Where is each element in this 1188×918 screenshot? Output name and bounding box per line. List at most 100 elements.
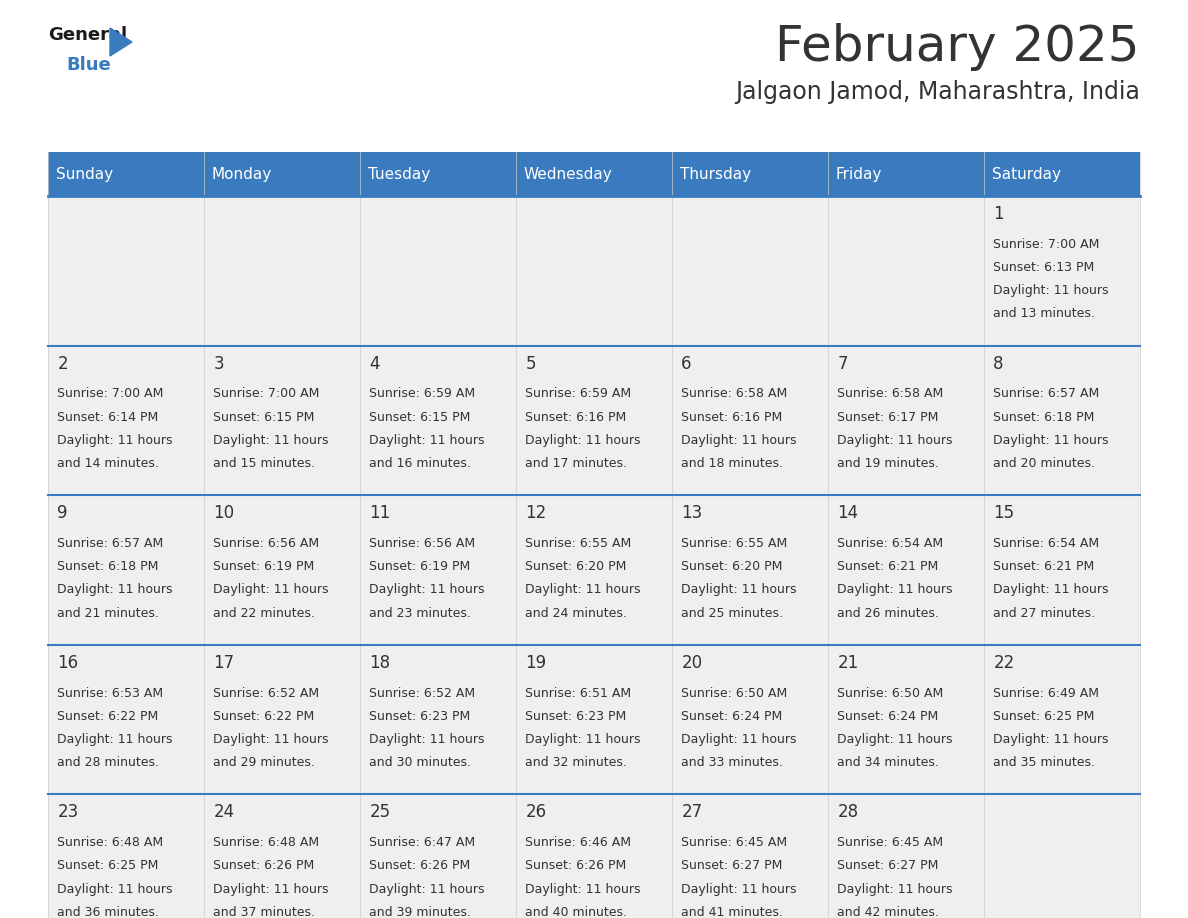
Text: Daylight: 11 hours: Daylight: 11 hours <box>838 584 953 597</box>
Bar <box>828 495 984 644</box>
Bar <box>204 345 360 495</box>
Text: 15: 15 <box>993 504 1015 522</box>
Bar <box>516 345 672 495</box>
Text: and 21 minutes.: and 21 minutes. <box>57 607 159 620</box>
Text: 21: 21 <box>838 654 859 672</box>
Bar <box>360 152 516 196</box>
Text: 28: 28 <box>838 803 859 822</box>
Text: Daylight: 11 hours: Daylight: 11 hours <box>682 733 797 746</box>
Bar <box>48 345 204 495</box>
Text: Jalgaon Jamod, Maharashtra, India: Jalgaon Jamod, Maharashtra, India <box>735 80 1140 104</box>
Bar <box>672 794 828 918</box>
Text: Daylight: 11 hours: Daylight: 11 hours <box>993 733 1108 746</box>
Text: Sunset: 6:14 PM: Sunset: 6:14 PM <box>57 410 159 424</box>
Text: Sunset: 6:23 PM: Sunset: 6:23 PM <box>525 710 626 722</box>
Text: Thursday: Thursday <box>680 166 751 182</box>
Text: and 39 minutes.: and 39 minutes. <box>369 906 472 918</box>
Bar <box>672 152 828 196</box>
Text: 16: 16 <box>57 654 78 672</box>
Bar <box>360 794 516 918</box>
Bar <box>48 644 204 794</box>
Text: Tuesday: Tuesday <box>368 166 430 182</box>
Text: 23: 23 <box>57 803 78 822</box>
Text: Sunset: 6:21 PM: Sunset: 6:21 PM <box>838 560 939 573</box>
Text: Daylight: 11 hours: Daylight: 11 hours <box>369 883 485 896</box>
Text: Daylight: 11 hours: Daylight: 11 hours <box>838 434 953 447</box>
Text: Sunset: 6:13 PM: Sunset: 6:13 PM <box>993 261 1094 274</box>
Text: 10: 10 <box>214 504 234 522</box>
Text: and 30 minutes.: and 30 minutes. <box>369 756 472 769</box>
Text: and 32 minutes.: and 32 minutes. <box>525 756 627 769</box>
Text: Sunrise: 7:00 AM: Sunrise: 7:00 AM <box>993 238 1100 251</box>
Text: Sunrise: 6:55 AM: Sunrise: 6:55 AM <box>682 537 788 550</box>
Text: Daylight: 11 hours: Daylight: 11 hours <box>369 733 485 746</box>
Bar <box>48 152 204 196</box>
Text: Monday: Monday <box>211 166 272 182</box>
Text: Sunrise: 6:46 AM: Sunrise: 6:46 AM <box>525 836 631 849</box>
Bar <box>516 644 672 794</box>
Text: Daylight: 11 hours: Daylight: 11 hours <box>993 584 1108 597</box>
Text: Sunset: 6:19 PM: Sunset: 6:19 PM <box>214 560 315 573</box>
Text: and 35 minutes.: and 35 minutes. <box>993 756 1095 769</box>
Text: Sunrise: 6:59 AM: Sunrise: 6:59 AM <box>369 387 475 400</box>
Text: 25: 25 <box>369 803 391 822</box>
Text: Sunset: 6:16 PM: Sunset: 6:16 PM <box>682 410 783 424</box>
Bar <box>984 495 1140 644</box>
Text: Daylight: 11 hours: Daylight: 11 hours <box>369 434 485 447</box>
Bar <box>828 345 984 495</box>
Text: Daylight: 11 hours: Daylight: 11 hours <box>838 733 953 746</box>
Text: Sunrise: 6:50 AM: Sunrise: 6:50 AM <box>682 687 788 700</box>
Bar <box>48 196 204 345</box>
Text: Daylight: 11 hours: Daylight: 11 hours <box>682 434 797 447</box>
Bar <box>204 644 360 794</box>
Bar <box>828 644 984 794</box>
Text: 22: 22 <box>993 654 1015 672</box>
Text: Sunset: 6:17 PM: Sunset: 6:17 PM <box>838 410 939 424</box>
Text: Daylight: 11 hours: Daylight: 11 hours <box>57 733 173 746</box>
Text: and 13 minutes.: and 13 minutes. <box>993 308 1095 320</box>
Text: 14: 14 <box>838 504 859 522</box>
Text: Daylight: 11 hours: Daylight: 11 hours <box>57 434 173 447</box>
Text: Sunrise: 6:55 AM: Sunrise: 6:55 AM <box>525 537 632 550</box>
Text: Sunrise: 6:47 AM: Sunrise: 6:47 AM <box>369 836 475 849</box>
Text: Sunrise: 6:49 AM: Sunrise: 6:49 AM <box>993 687 1099 700</box>
Text: Sunset: 6:26 PM: Sunset: 6:26 PM <box>525 859 626 872</box>
Text: and 23 minutes.: and 23 minutes. <box>369 607 472 620</box>
Bar <box>984 794 1140 918</box>
Bar <box>204 794 360 918</box>
Text: and 26 minutes.: and 26 minutes. <box>838 607 940 620</box>
Text: Sunrise: 7:00 AM: Sunrise: 7:00 AM <box>57 387 164 400</box>
Text: Sunset: 6:26 PM: Sunset: 6:26 PM <box>369 859 470 872</box>
Bar <box>984 152 1140 196</box>
Text: Sunset: 6:26 PM: Sunset: 6:26 PM <box>214 859 315 872</box>
Text: and 37 minutes.: and 37 minutes. <box>214 906 315 918</box>
Text: Sunrise: 7:00 AM: Sunrise: 7:00 AM <box>214 387 320 400</box>
Text: 27: 27 <box>682 803 702 822</box>
Text: 5: 5 <box>525 354 536 373</box>
Text: Sunrise: 6:52 AM: Sunrise: 6:52 AM <box>369 687 475 700</box>
Bar <box>828 152 984 196</box>
Text: 1: 1 <box>993 205 1004 223</box>
Bar <box>672 495 828 644</box>
Text: Friday: Friday <box>836 166 883 182</box>
Text: and 20 minutes.: and 20 minutes. <box>993 457 1095 470</box>
Text: Daylight: 11 hours: Daylight: 11 hours <box>682 883 797 896</box>
Text: 20: 20 <box>682 654 702 672</box>
Bar <box>48 794 204 918</box>
Text: Daylight: 11 hours: Daylight: 11 hours <box>525 883 640 896</box>
Text: 11: 11 <box>369 504 391 522</box>
Text: 24: 24 <box>214 803 234 822</box>
Text: Daylight: 11 hours: Daylight: 11 hours <box>57 883 173 896</box>
Text: and 22 minutes.: and 22 minutes. <box>214 607 315 620</box>
Text: Sunrise: 6:53 AM: Sunrise: 6:53 AM <box>57 687 164 700</box>
Text: and 41 minutes.: and 41 minutes. <box>682 906 783 918</box>
Text: Sunset: 6:23 PM: Sunset: 6:23 PM <box>369 710 470 722</box>
Bar <box>984 644 1140 794</box>
Text: and 42 minutes.: and 42 minutes. <box>838 906 940 918</box>
Text: and 18 minutes.: and 18 minutes. <box>682 457 783 470</box>
Bar <box>828 196 984 345</box>
Text: Sunrise: 6:52 AM: Sunrise: 6:52 AM <box>214 687 320 700</box>
Text: and 29 minutes.: and 29 minutes. <box>214 756 315 769</box>
Text: Daylight: 11 hours: Daylight: 11 hours <box>214 584 329 597</box>
Text: Sunset: 6:16 PM: Sunset: 6:16 PM <box>525 410 626 424</box>
